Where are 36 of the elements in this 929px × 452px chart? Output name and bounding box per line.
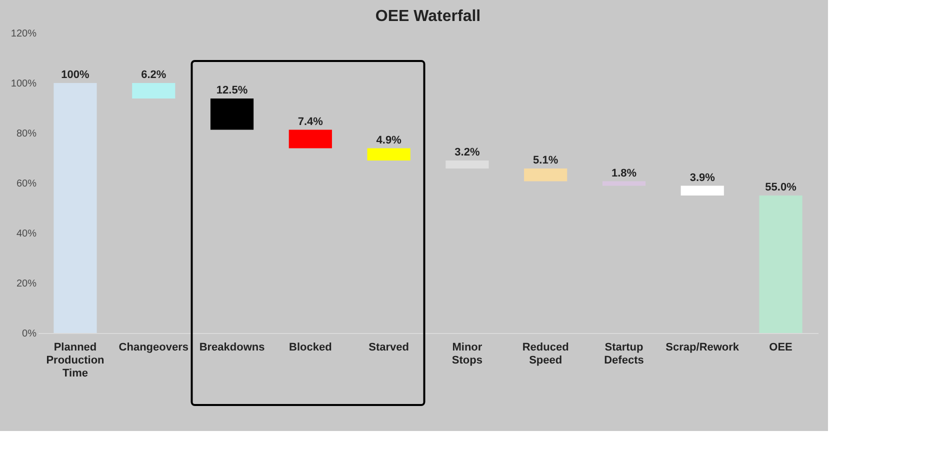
y-tick-label: 60% bbox=[16, 178, 37, 190]
bar bbox=[54, 83, 97, 333]
x-tick-label: Starved bbox=[368, 342, 409, 354]
data-label: 5.1% bbox=[533, 154, 558, 166]
bar bbox=[524, 168, 568, 182]
data-label: 3.2% bbox=[454, 146, 480, 158]
y-tick-label: 20% bbox=[16, 278, 37, 290]
data-label: 12.5% bbox=[216, 84, 248, 96]
x-tick-label: Minor Stops bbox=[452, 342, 483, 366]
x-tick-label: Changeovers bbox=[118, 342, 188, 354]
bar bbox=[132, 83, 176, 98]
chart-title: OEE Waterfall bbox=[375, 8, 481, 25]
x-tick-label: Breakdowns bbox=[199, 342, 265, 354]
x-tick-label: OEE bbox=[769, 342, 792, 354]
y-tick-label: 120% bbox=[10, 28, 37, 40]
x-tick-label: Startup Defects bbox=[604, 342, 644, 366]
x-tick-label: Blocked bbox=[289, 342, 332, 354]
data-label: 6.2% bbox=[141, 69, 166, 81]
bar bbox=[367, 148, 410, 160]
bar bbox=[759, 196, 802, 333]
x-tick-label: Planned Production Time bbox=[46, 342, 105, 380]
data-label: 4.9% bbox=[376, 134, 402, 146]
y-tick-label: 40% bbox=[16, 228, 37, 240]
y-tick-label: 100% bbox=[10, 78, 37, 90]
bar bbox=[210, 98, 254, 130]
data-label: 7.4% bbox=[298, 116, 324, 128]
data-label: 55.0% bbox=[765, 182, 797, 194]
bar bbox=[680, 186, 724, 196]
data-label: 3.9% bbox=[690, 172, 716, 184]
x-tick-label: Reduced Speed bbox=[522, 342, 569, 366]
data-label: 100% bbox=[61, 69, 90, 81]
bar bbox=[288, 130, 332, 148]
y-tick-label: 80% bbox=[16, 128, 37, 140]
data-label: 1.8% bbox=[611, 167, 637, 180]
x-tick-label: Scrap/Rework bbox=[666, 342, 740, 354]
y-tick-label: 0% bbox=[22, 328, 37, 340]
